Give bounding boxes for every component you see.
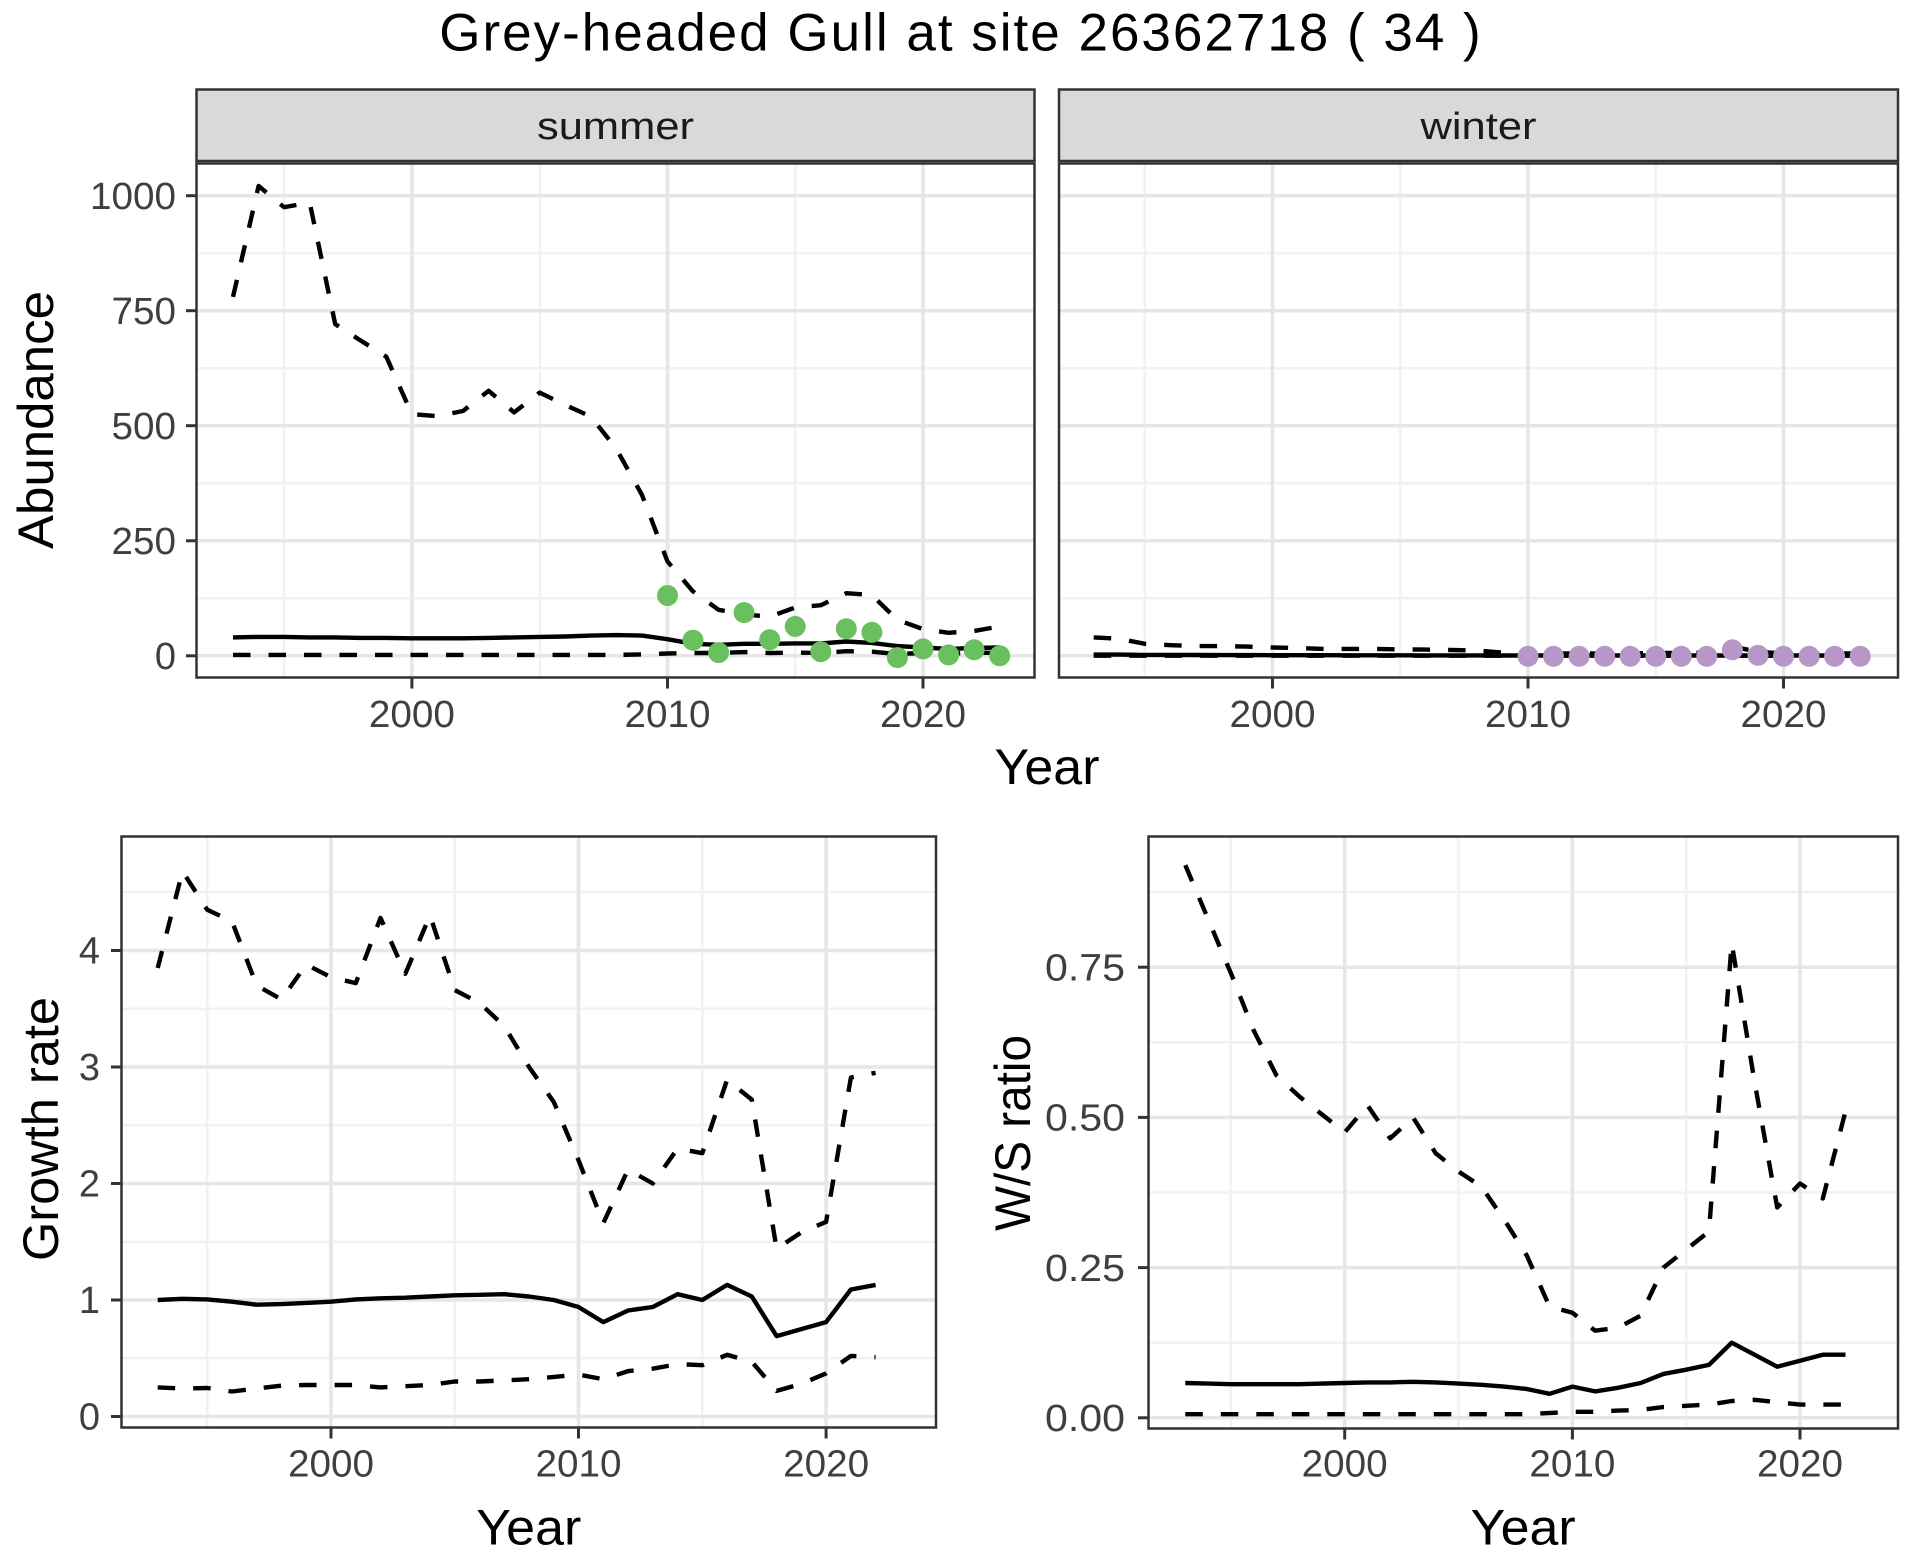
svg-text:2020: 2020 [1757,1443,1843,1485]
svg-text:1: 1 [79,1280,100,1322]
svg-text:2020: 2020 [1741,694,1827,736]
svg-text:winter: winter [1419,106,1537,148]
svg-text:Year: Year [995,739,1100,795]
svg-text:Year: Year [1471,1500,1576,1556]
svg-text:summer: summer [537,106,694,148]
svg-text:4: 4 [79,931,100,973]
svg-text:2020: 2020 [880,694,966,736]
svg-text:750: 750 [112,291,177,333]
svg-text:3: 3 [79,1047,100,1089]
svg-text:Abundance: Abundance [8,291,64,549]
svg-text:0.25: 0.25 [1045,1248,1125,1290]
svg-text:500: 500 [112,406,177,448]
svg-text:2000: 2000 [1230,694,1316,736]
svg-text:Grey-headed Gull at site 26362: Grey-headed Gull at site 26362718 ( 34 ) [439,4,1482,63]
svg-text:2010: 2010 [1485,694,1571,736]
svg-text:2000: 2000 [1302,1443,1388,1485]
svg-text:2010: 2010 [536,1443,622,1485]
svg-text:0.00: 0.00 [1045,1398,1125,1440]
svg-text:2000: 2000 [369,694,455,736]
svg-text:Year: Year [476,1500,581,1556]
svg-text:W/S ratio: W/S ratio [985,1035,1041,1231]
svg-text:0.75: 0.75 [1045,947,1125,989]
svg-text:0.50: 0.50 [1045,1098,1125,1140]
svg-text:250: 250 [112,521,177,563]
svg-text:2000: 2000 [288,1443,374,1485]
svg-text:0: 0 [155,636,176,678]
svg-text:2020: 2020 [783,1443,869,1485]
svg-text:2: 2 [79,1164,100,1206]
svg-text:0: 0 [79,1397,100,1439]
svg-text:1000: 1000 [90,176,176,218]
svg-text:2010: 2010 [625,694,711,736]
svg-text:Growth rate: Growth rate [13,997,69,1261]
svg-text:2010: 2010 [1529,1443,1615,1485]
